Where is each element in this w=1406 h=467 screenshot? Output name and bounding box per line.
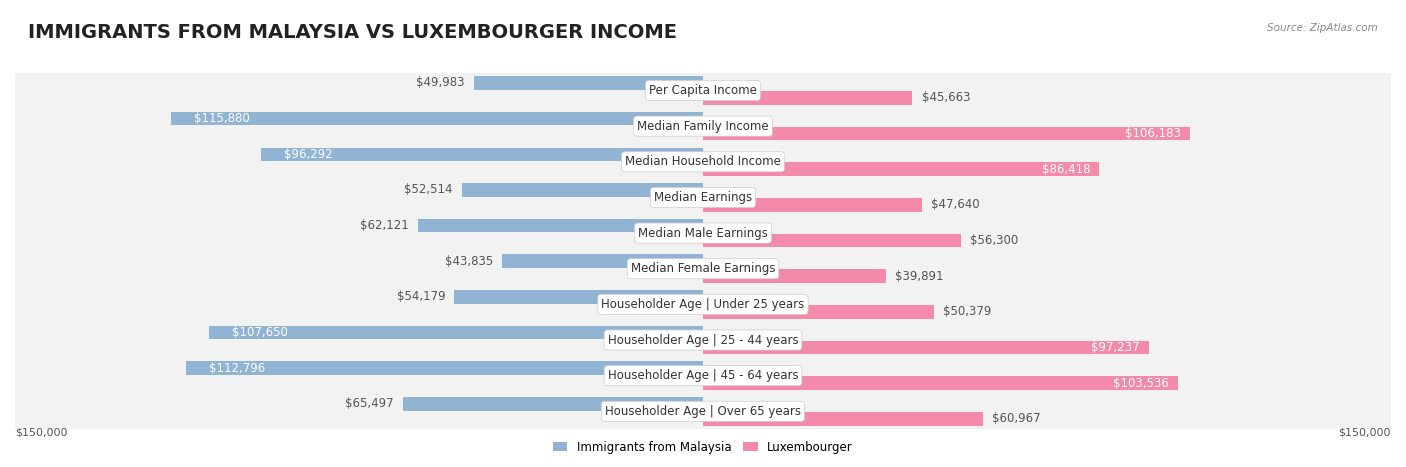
Text: $56,300: $56,300 — [970, 234, 1019, 247]
Bar — [418, 219, 703, 233]
Text: Median Household Income: Median Household Income — [626, 155, 780, 168]
Text: Median Earnings: Median Earnings — [654, 191, 752, 204]
Text: $115,880: $115,880 — [194, 112, 250, 125]
Bar — [703, 305, 934, 318]
Bar — [186, 361, 703, 375]
Text: $96,292: $96,292 — [284, 148, 333, 161]
Bar — [703, 198, 921, 212]
Bar — [15, 322, 1391, 358]
Text: Source: ZipAtlas.com: Source: ZipAtlas.com — [1267, 23, 1378, 33]
Bar — [262, 148, 703, 161]
Bar — [474, 76, 703, 90]
Text: $43,835: $43,835 — [444, 255, 492, 268]
Bar — [15, 73, 1391, 108]
Bar — [15, 144, 1391, 180]
Text: $52,514: $52,514 — [405, 184, 453, 197]
Bar — [15, 394, 1391, 429]
Text: $50,379: $50,379 — [943, 305, 991, 318]
Bar — [15, 215, 1391, 251]
Text: Per Capita Income: Per Capita Income — [650, 84, 756, 97]
Text: $49,983: $49,983 — [416, 77, 464, 90]
Text: $86,418: $86,418 — [1042, 163, 1090, 176]
Text: $97,237: $97,237 — [1091, 341, 1140, 354]
Text: $39,891: $39,891 — [896, 270, 943, 283]
Bar — [703, 412, 983, 425]
Bar — [15, 180, 1391, 215]
Text: Householder Age | Over 65 years: Householder Age | Over 65 years — [605, 405, 801, 418]
Bar — [703, 127, 1189, 141]
Text: $65,497: $65,497 — [344, 397, 394, 410]
Text: Householder Age | 45 - 64 years: Householder Age | 45 - 64 years — [607, 369, 799, 382]
Bar — [463, 183, 703, 197]
Bar — [502, 255, 703, 268]
Bar — [15, 358, 1391, 394]
Text: $106,183: $106,183 — [1125, 127, 1181, 140]
Bar — [172, 112, 703, 126]
Text: $112,796: $112,796 — [208, 361, 264, 375]
Bar — [15, 108, 1391, 144]
Legend: Immigrants from Malaysia, Luxembourger: Immigrants from Malaysia, Luxembourger — [554, 441, 852, 454]
Text: IMMIGRANTS FROM MALAYSIA VS LUXEMBOURGER INCOME: IMMIGRANTS FROM MALAYSIA VS LUXEMBOURGER… — [28, 23, 678, 42]
Bar — [703, 376, 1178, 390]
Text: $103,536: $103,536 — [1114, 377, 1168, 389]
Bar — [209, 326, 703, 340]
Bar — [15, 287, 1391, 322]
Text: Householder Age | 25 - 44 years: Householder Age | 25 - 44 years — [607, 333, 799, 347]
Text: $45,663: $45,663 — [921, 92, 970, 105]
Text: $60,967: $60,967 — [991, 412, 1040, 425]
Text: $150,000: $150,000 — [15, 427, 67, 438]
Text: $62,121: $62,121 — [360, 219, 409, 232]
Text: Median Family Income: Median Family Income — [637, 120, 769, 133]
Bar — [402, 397, 703, 410]
Text: $150,000: $150,000 — [1339, 427, 1391, 438]
Bar — [703, 163, 1099, 176]
Bar — [15, 251, 1391, 287]
Bar — [703, 91, 912, 105]
Text: Median Female Earnings: Median Female Earnings — [631, 262, 775, 275]
Bar — [454, 290, 703, 304]
Text: Householder Age | Under 25 years: Householder Age | Under 25 years — [602, 298, 804, 311]
Bar — [703, 341, 1149, 354]
Bar — [703, 234, 962, 248]
Text: Median Male Earnings: Median Male Earnings — [638, 226, 768, 240]
Text: $47,640: $47,640 — [931, 198, 980, 212]
Bar — [703, 269, 886, 283]
Text: $54,179: $54,179 — [396, 290, 446, 304]
Text: $107,650: $107,650 — [232, 326, 288, 339]
